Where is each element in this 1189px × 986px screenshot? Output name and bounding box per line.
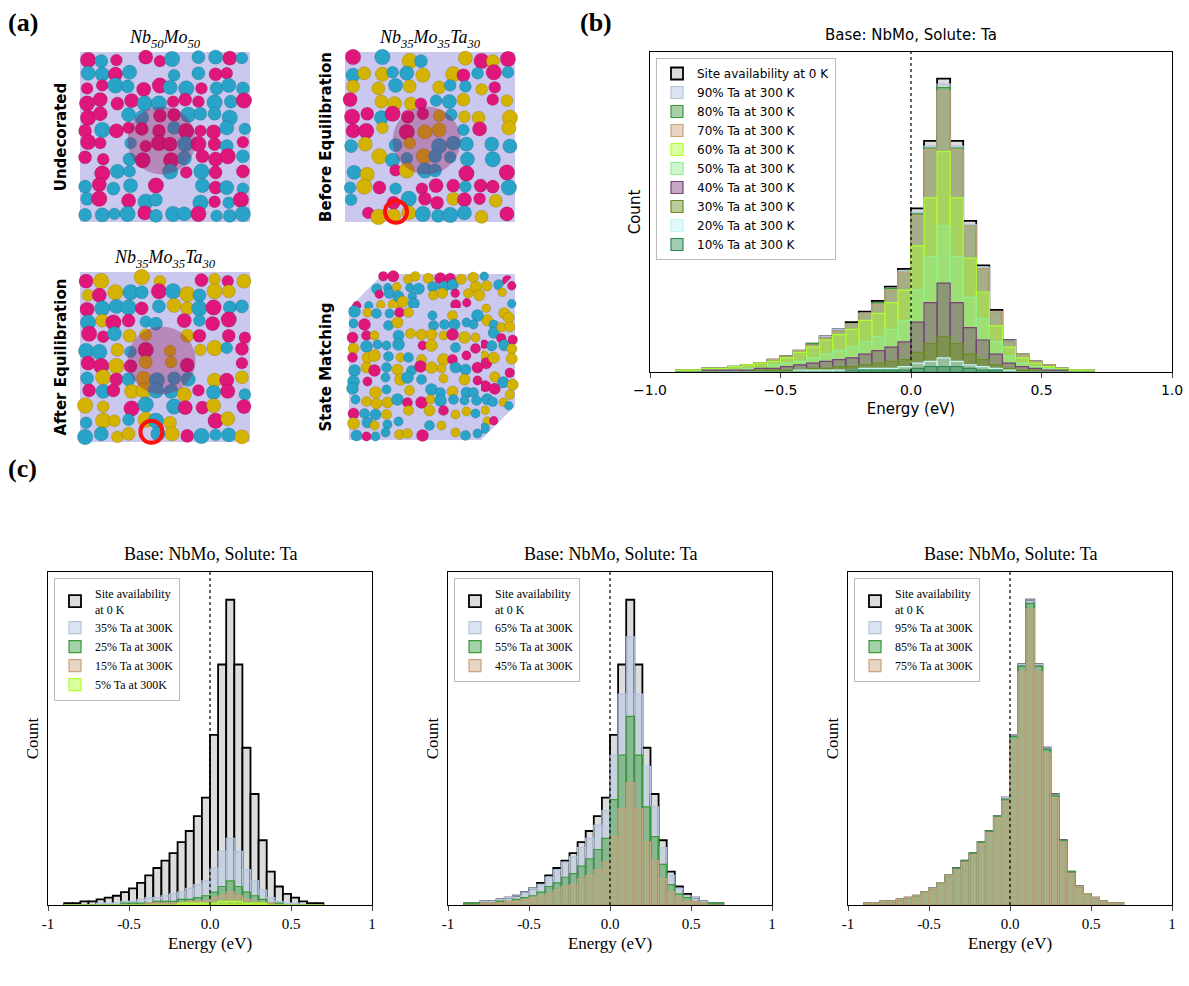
svg-text:35% Ta at 300K: 35% Ta at 300K: [95, 621, 173, 635]
svg-text:25% Ta at 300K: 25% Ta at 300K: [95, 640, 173, 654]
svg-text:Site availabilityat 0 K: Site availabilityat 0 K: [895, 587, 971, 617]
svg-text:-0.5: -0.5: [517, 916, 541, 932]
svg-text:Count: Count: [423, 717, 442, 759]
svg-text:Nb50Mo50: Nb50Mo50: [129, 27, 201, 51]
svg-text:(a): (a): [8, 8, 38, 37]
svg-text:Undecorated: Undecorated: [52, 83, 70, 192]
svg-text:1: 1: [368, 916, 376, 932]
svg-text:75% Ta at 300K: 75% Ta at 300K: [895, 659, 973, 673]
svg-text:Count: Count: [23, 717, 42, 759]
svg-text:0.0: 0.0: [900, 382, 922, 398]
svg-text:95% Ta at 300K: 95% Ta at 300K: [895, 621, 973, 635]
svg-text:0.0: 0.0: [601, 916, 620, 932]
svg-text:Energy (eV): Energy (eV): [168, 934, 252, 953]
svg-text:Energy (eV): Energy (eV): [867, 400, 955, 418]
svg-text:−1.0: −1.0: [633, 382, 667, 398]
svg-text:0.5: 0.5: [1030, 382, 1052, 398]
svg-text:Base: NbMo, Solute: Ta: Base: NbMo, Solute: Ta: [524, 544, 697, 564]
svg-text:70% Ta at 300 K: 70% Ta at 300 K: [697, 124, 796, 138]
svg-text:-1: -1: [42, 916, 55, 932]
svg-text:−0.5: −0.5: [764, 382, 798, 398]
svg-text:-0.5: -0.5: [117, 916, 141, 932]
svg-text:(b): (b): [580, 8, 612, 37]
svg-text:55% Ta at 300K: 55% Ta at 300K: [495, 640, 573, 654]
svg-text:45% Ta at 300K: 45% Ta at 300K: [495, 659, 573, 673]
svg-text:Base: NbMo, Solute: Ta: Base: NbMo, Solute: Ta: [924, 544, 1097, 564]
svg-text:0.0: 0.0: [1001, 916, 1020, 932]
svg-text:1.0: 1.0: [1161, 382, 1183, 398]
svg-text:20% Ta at 300 K: 20% Ta at 300 K: [697, 219, 796, 233]
svg-text:-1: -1: [842, 916, 855, 932]
svg-text:15% Ta at 300K: 15% Ta at 300K: [95, 659, 173, 673]
svg-text:90% Ta at 300 K: 90% Ta at 300 K: [697, 86, 796, 100]
svg-text:1: 1: [768, 916, 776, 932]
svg-text:30% Ta at 300 K: 30% Ta at 300 K: [697, 200, 796, 214]
svg-text:Nb35Mo35Ta30: Nb35Mo35Ta30: [114, 247, 216, 271]
svg-text:85% Ta at 300K: 85% Ta at 300K: [895, 640, 973, 654]
svg-text:-0.5: -0.5: [917, 916, 941, 932]
svg-text:Site availabilityat 0 K: Site availabilityat 0 K: [495, 587, 571, 617]
svg-text:65% Ta at 300K: 65% Ta at 300K: [495, 621, 573, 635]
svg-text:Energy (eV): Energy (eV): [968, 934, 1052, 953]
svg-text:State Matching: State Matching: [317, 302, 335, 431]
svg-text:1: 1: [1168, 916, 1176, 932]
svg-text:0.5: 0.5: [682, 916, 701, 932]
svg-text:Base: NbMo, Solute: Ta: Base: NbMo, Solute: Ta: [124, 544, 297, 564]
svg-text:Nb35Mo35Ta30: Nb35Mo35Ta30: [379, 27, 481, 51]
svg-text:(c): (c): [8, 454, 37, 483]
svg-text:Count: Count: [626, 190, 644, 235]
svg-text:5% Ta at 300K: 5% Ta at 300K: [95, 678, 167, 692]
svg-text:Site availability at 0 K: Site availability at 0 K: [697, 67, 829, 81]
svg-text:Energy (eV): Energy (eV): [568, 934, 652, 953]
svg-text:0.5: 0.5: [1082, 916, 1101, 932]
svg-text:60% Ta at 300 K: 60% Ta at 300 K: [697, 143, 796, 157]
svg-text:50% Ta at 300 K: 50% Ta at 300 K: [697, 162, 796, 176]
svg-text:40% Ta at 300 K: 40% Ta at 300 K: [697, 181, 796, 195]
svg-text:0.0: 0.0: [201, 916, 220, 932]
svg-text:0.5: 0.5: [282, 916, 301, 932]
svg-text:80% Ta at 300 K: 80% Ta at 300 K: [697, 105, 796, 119]
svg-text:Base: NbMo, Solute: Ta: Base: NbMo, Solute: Ta: [825, 26, 997, 44]
svg-text:10% Ta at 300 K: 10% Ta at 300 K: [697, 238, 796, 252]
svg-text:Site availabilityat 0 K: Site availabilityat 0 K: [95, 587, 171, 617]
svg-text:After Equilibration: After Equilibration: [52, 279, 70, 436]
svg-text:-1: -1: [442, 916, 455, 932]
svg-text:Before Equilibration: Before Equilibration: [317, 52, 335, 222]
svg-text:Count: Count: [823, 717, 842, 759]
